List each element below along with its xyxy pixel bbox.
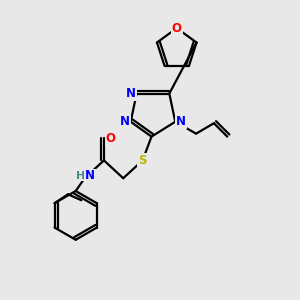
Text: H: H xyxy=(76,171,86,181)
Text: N: N xyxy=(126,87,136,100)
Text: O: O xyxy=(106,132,116,145)
Text: S: S xyxy=(138,154,147,167)
Text: N: N xyxy=(120,115,130,128)
Text: N: N xyxy=(176,115,186,128)
Text: O: O xyxy=(172,22,182,34)
Text: N: N xyxy=(85,169,95,182)
